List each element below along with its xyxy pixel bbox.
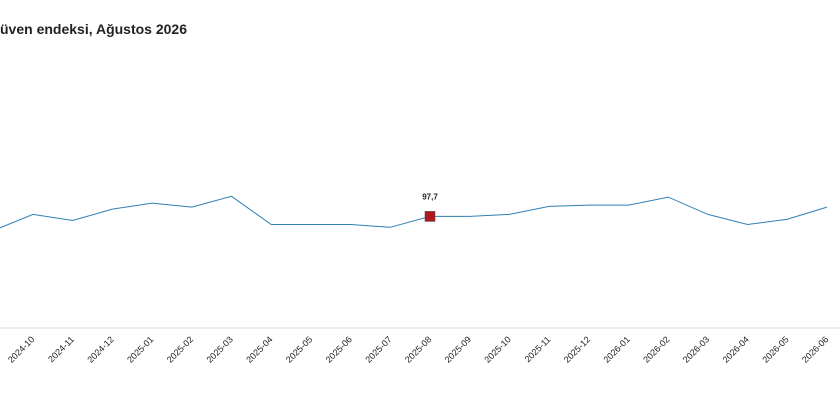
value-label: 97,7 [422, 192, 438, 201]
x-tick-label: 2026-01 [601, 334, 631, 364]
highlight-marker [424, 211, 436, 222]
x-tick-label: 2024-10 [6, 334, 36, 364]
x-tick-label: 2026-05 [760, 334, 790, 364]
x-tick-label: 2025-03 [204, 334, 234, 364]
x-tick-label: 2025-10 [482, 334, 512, 364]
x-tick-label: 2024-11 [46, 334, 76, 364]
x-tick-label: 2025-07 [363, 334, 393, 364]
x-tick-label: 2025-01 [125, 334, 155, 364]
x-tick-label: 2025-09 [443, 334, 473, 364]
x-tick-label: 2026-06 [800, 334, 830, 364]
x-tick-label: 2026-04 [721, 334, 751, 364]
x-tick-label: 2025-04 [244, 334, 274, 364]
x-tick-label: 2025-08 [403, 334, 433, 364]
x-tick-label: 2026-02 [641, 334, 671, 364]
line [0, 195, 828, 229]
x-tick-label: 2025-12 [562, 334, 592, 364]
x-tick-label: 2025-11 [523, 334, 553, 364]
x-tick-label: 2025-06 [324, 334, 354, 364]
x-tick-label: 2025-02 [165, 334, 195, 364]
x-tick-label: 2025-05 [284, 334, 314, 364]
chart-title: üven endeksi, Ağustos 2026 [0, 21, 187, 37]
x-tick-label: 2024-12 [85, 334, 115, 364]
x-tick-label: 2026-03 [681, 334, 711, 364]
